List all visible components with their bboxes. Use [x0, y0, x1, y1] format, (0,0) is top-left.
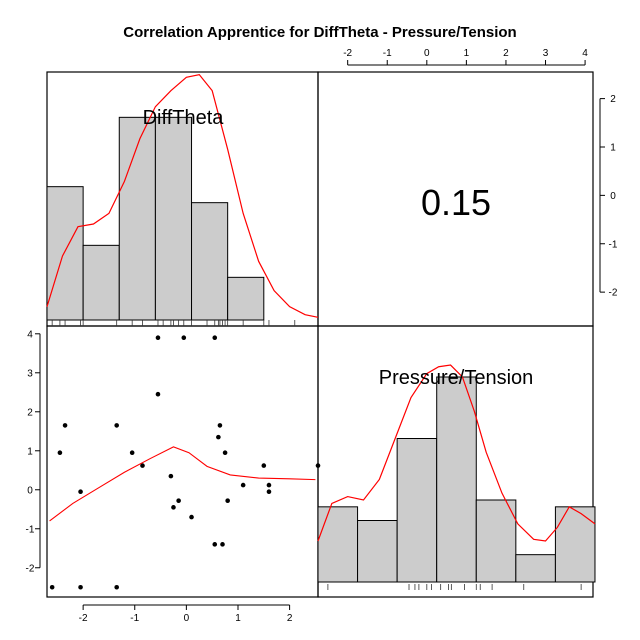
y-tick-label: 1 — [27, 446, 33, 457]
top-tick-label: 3 — [543, 48, 549, 59]
hist-bar — [191, 202, 229, 321]
scatter-point — [212, 542, 218, 547]
diag-label-difftheta: DiffTheta — [143, 107, 225, 129]
hist-bar — [317, 506, 359, 583]
smooth-line — [49, 446, 316, 522]
top-tick-label: -1 — [383, 48, 392, 59]
scatter-point — [140, 463, 145, 468]
y-tick-label: 4 — [27, 329, 33, 340]
diag-label-pressure: Pressure/Tension — [379, 367, 534, 389]
scatter-point — [220, 542, 225, 547]
hist-bar — [396, 438, 438, 583]
y-tick-label: -2 — [26, 563, 35, 574]
panel-pressure-diagonal — [317, 325, 594, 598]
x-tick-label: 1 — [235, 613, 241, 624]
correlation-value: 0.15 — [421, 182, 491, 223]
histogram-pressure — [317, 364, 596, 590]
scatter-point — [171, 505, 176, 510]
hist-bar — [118, 116, 156, 321]
right-tick-label: 1 — [610, 142, 616, 153]
scatter-point — [216, 434, 221, 440]
scatter-point — [129, 450, 135, 456]
histogram-difftheta — [46, 74, 319, 326]
scatter-point — [155, 391, 161, 397]
hist-bar — [475, 499, 517, 583]
scatter-point — [181, 335, 187, 340]
hist-bar — [227, 276, 265, 321]
hist-bar — [46, 186, 84, 321]
hist-bar — [154, 116, 193, 321]
scatter-point — [78, 584, 83, 590]
scatter-point — [62, 423, 68, 428]
scatter-point — [57, 450, 63, 456]
scatter-point — [189, 514, 194, 520]
scatter-point — [217, 423, 223, 428]
x-tick-label: -1 — [130, 613, 139, 624]
right-tick-label: 2 — [610, 94, 616, 105]
hist-bar — [554, 506, 596, 583]
density-line — [317, 364, 596, 542]
top-tick-label: 1 — [464, 48, 470, 59]
scatter-point — [155, 335, 161, 340]
hist-bar — [436, 376, 477, 583]
panel-frames — [46, 71, 594, 598]
y-tick-label: 0 — [27, 485, 33, 496]
right-tick-label: 0 — [610, 191, 616, 202]
scatter-point — [168, 473, 174, 479]
scatter-point — [222, 450, 228, 456]
hist-bar — [357, 520, 398, 583]
scatter-point — [225, 498, 230, 503]
y-tick-label: 2 — [27, 407, 33, 418]
scatter-point — [114, 423, 119, 428]
y-tick-label: -1 — [26, 524, 35, 535]
scatter-point — [212, 335, 218, 340]
scatter-point — [266, 482, 272, 488]
chart-title: Correlation Apprentice for DiffTheta - P… — [123, 24, 516, 41]
scatter-point — [240, 482, 246, 488]
scatter-point — [266, 489, 272, 495]
scatter-point — [261, 463, 267, 468]
scatter-point — [49, 584, 55, 590]
y-tick-label: 3 — [27, 368, 33, 379]
scatter-point — [78, 489, 83, 495]
axes: -2 -1 0 1 2 -2 -1 0 1 2 3 4 -2 -1 0 1 2 3 4 -2 -1 0 1 2 — [26, 48, 618, 624]
top-tick-label: -2 — [343, 48, 352, 59]
scatter-point — [176, 498, 181, 503]
right-tick-label: -1 — [609, 239, 618, 250]
top-tick-label: 2 — [503, 48, 509, 59]
scatter-point — [114, 584, 119, 590]
hist-bar — [82, 244, 120, 321]
top-tick-label: 4 — [582, 48, 588, 59]
panel-scatter — [46, 325, 319, 598]
right-tick-label: -2 — [609, 288, 618, 299]
scatter-point — [315, 463, 321, 468]
x-tick-label: 0 — [184, 613, 190, 624]
density-line — [46, 74, 319, 318]
x-tick-label: -2 — [79, 613, 88, 624]
x-tick-label: 2 — [287, 613, 293, 624]
scatter-points — [49, 335, 321, 590]
top-tick-label: 0 — [424, 48, 430, 59]
hist-bar — [515, 554, 556, 583]
